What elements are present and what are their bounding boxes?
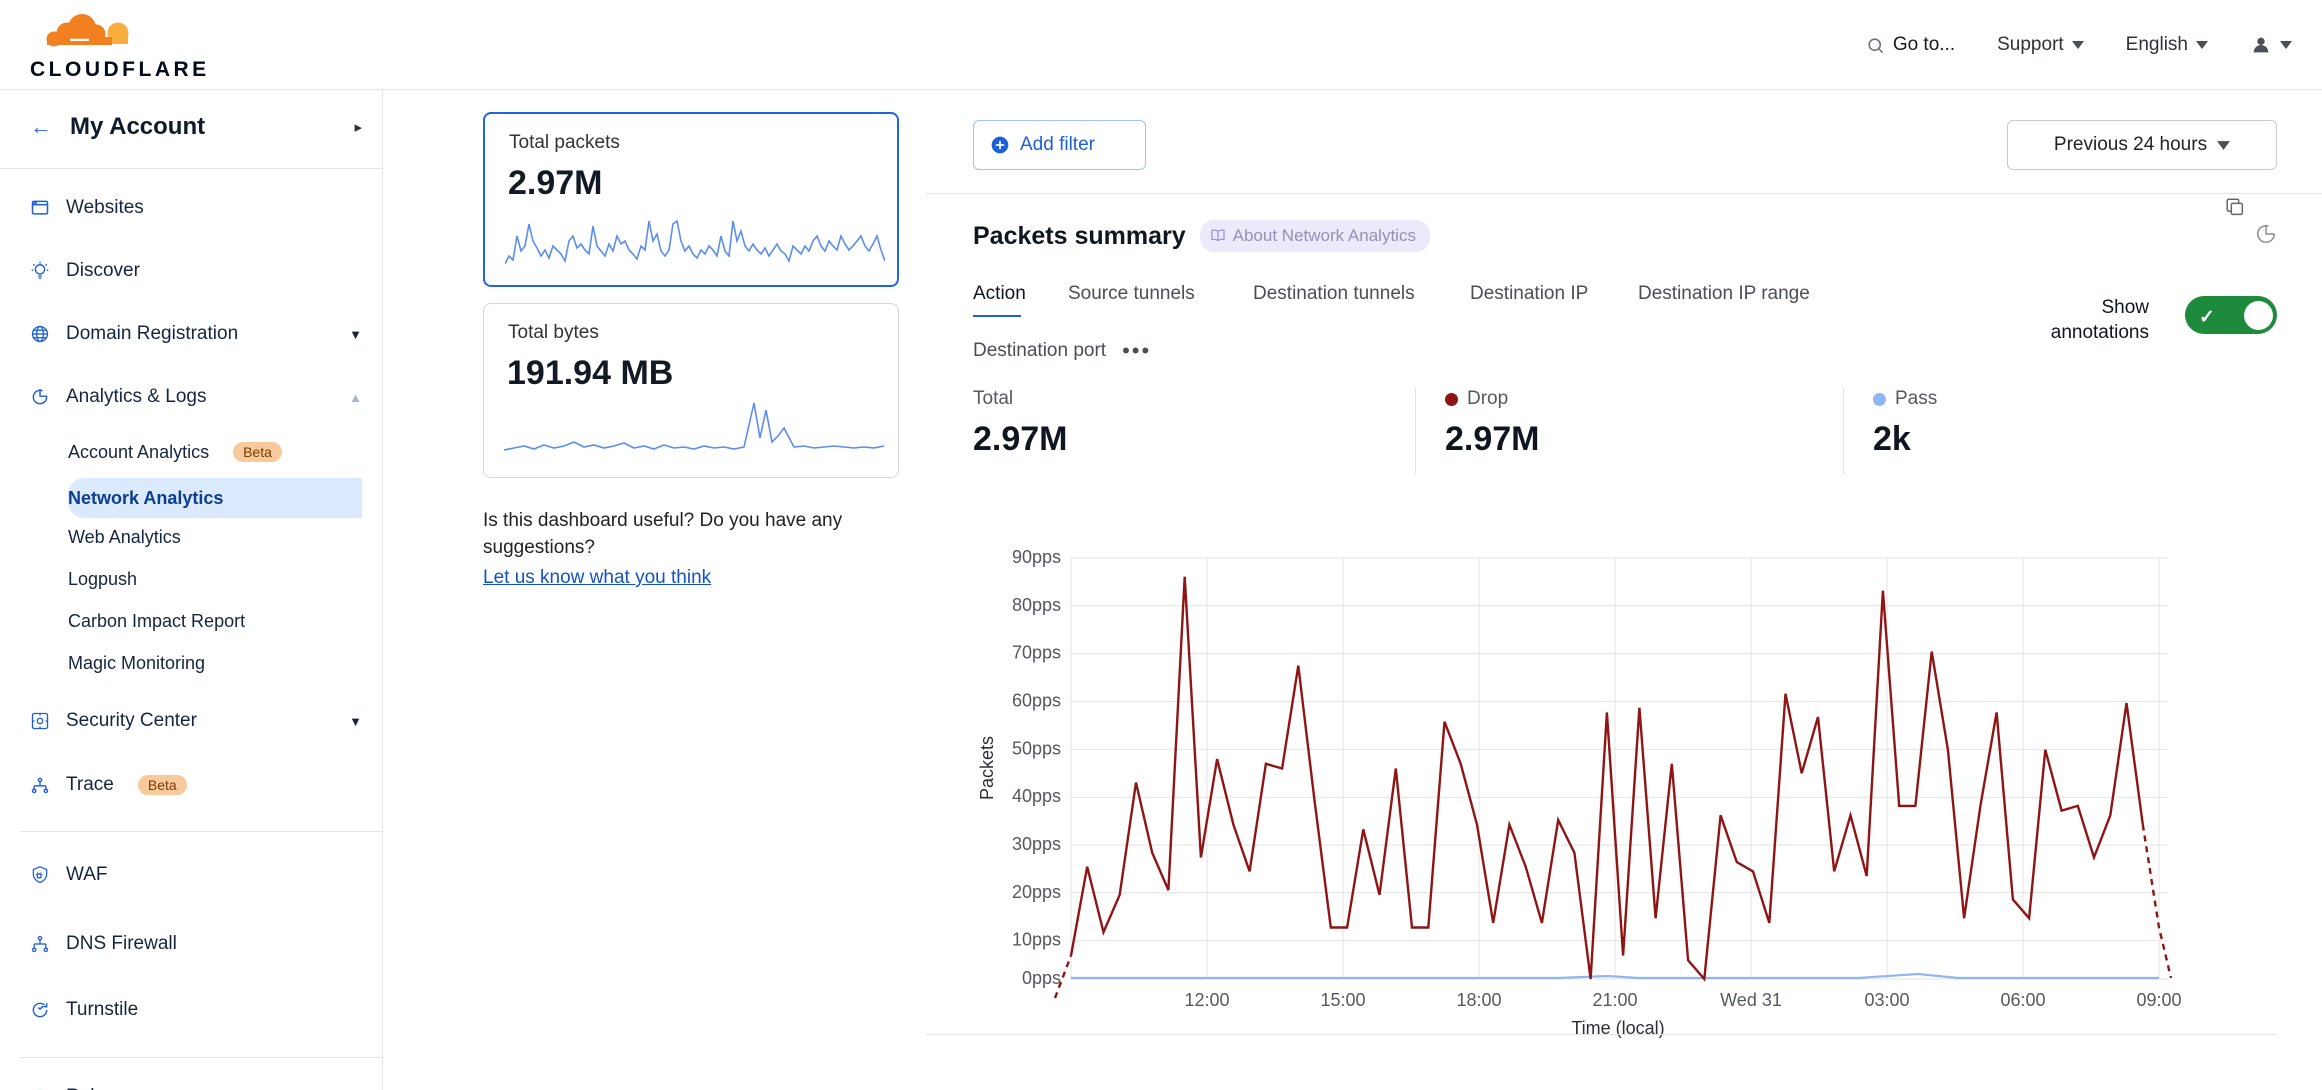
svg-text:60pps: 60pps [1012, 691, 1061, 711]
svg-text:06:00: 06:00 [2000, 990, 2045, 1010]
svg-text:21:00: 21:00 [1592, 990, 1637, 1010]
svg-text:10pps: 10pps [1012, 930, 1061, 950]
svg-text:12:00: 12:00 [1184, 990, 1229, 1010]
svg-text:40pps: 40pps [1012, 786, 1061, 806]
svg-text:09:00: 09:00 [2136, 990, 2181, 1010]
svg-text:90pps: 90pps [1012, 547, 1061, 567]
svg-text:18:00: 18:00 [1456, 990, 1501, 1010]
svg-text:20pps: 20pps [1012, 882, 1061, 902]
svg-text:80pps: 80pps [1012, 595, 1061, 615]
svg-text:30pps: 30pps [1012, 834, 1061, 854]
svg-text:70pps: 70pps [1012, 643, 1061, 663]
svg-text:Wed 31: Wed 31 [1720, 990, 1782, 1010]
svg-text:0pps: 0pps [1022, 968, 1061, 988]
svg-text:Packets: Packets [977, 736, 997, 800]
svg-text:50pps: 50pps [1012, 738, 1061, 758]
svg-text:03:00: 03:00 [1864, 990, 1909, 1010]
svg-text:15:00: 15:00 [1320, 990, 1365, 1010]
svg-text:Time (local): Time (local) [1571, 1018, 1664, 1038]
